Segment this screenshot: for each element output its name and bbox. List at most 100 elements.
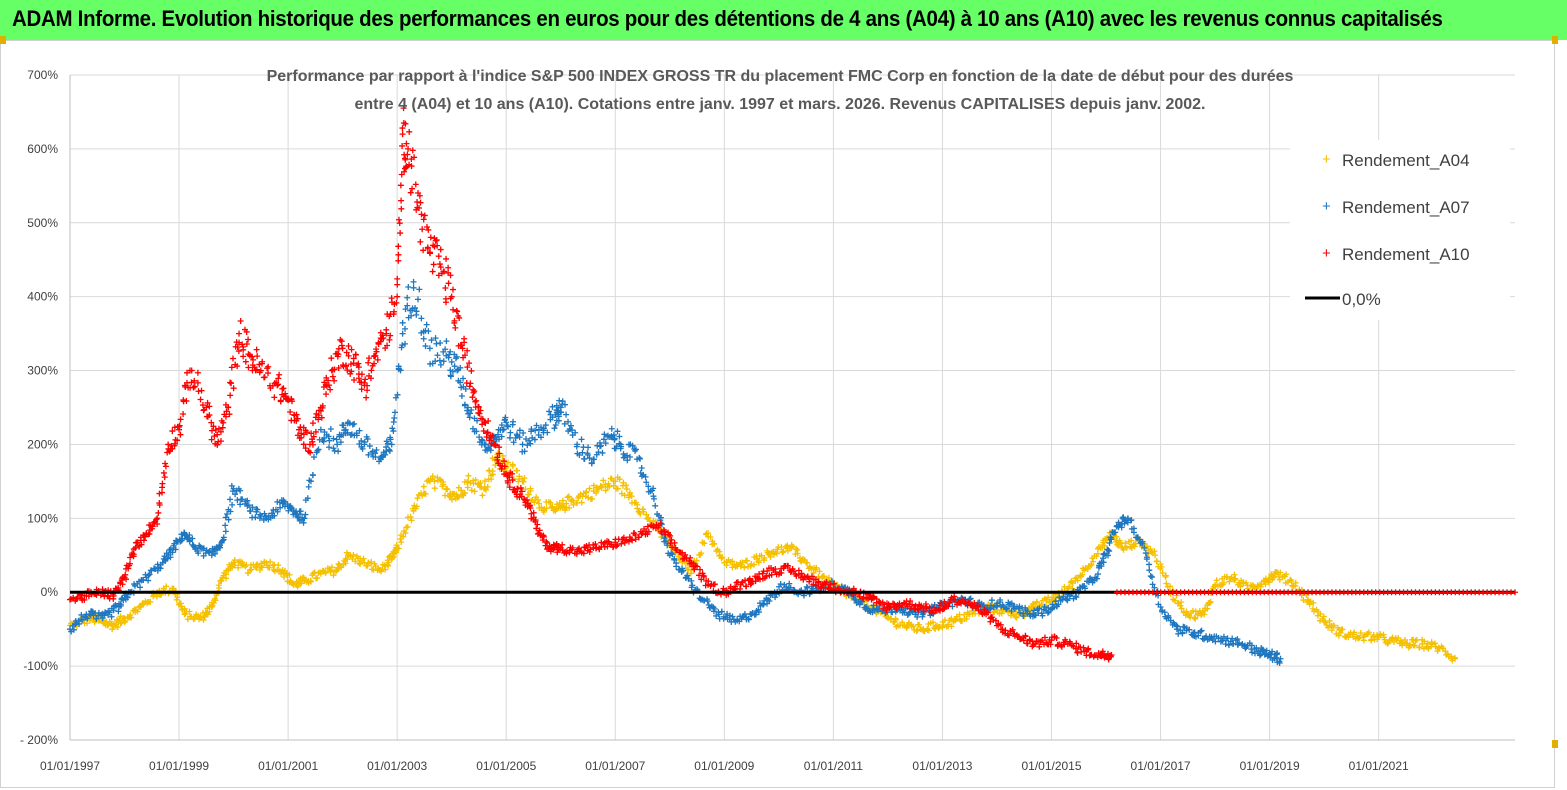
data-point (137, 584, 144, 591)
data-point (84, 615, 91, 622)
data-point (559, 398, 566, 405)
data-point (1113, 533, 1120, 540)
data-point (561, 401, 568, 408)
data-point (358, 386, 365, 393)
data-point (988, 597, 995, 604)
data-point (457, 379, 464, 386)
y-tick-label: 100% (27, 511, 58, 525)
data-point (1153, 558, 1160, 565)
data-point (1040, 606, 1047, 613)
data-point (465, 472, 472, 479)
data-point (761, 555, 768, 562)
data-point (1146, 567, 1153, 574)
data-point (399, 342, 406, 349)
data-point (537, 424, 544, 431)
data-point (1206, 599, 1213, 606)
data-point (243, 341, 250, 348)
data-point (510, 476, 517, 483)
data-point (405, 283, 412, 290)
data-point (449, 368, 456, 375)
data-point (484, 483, 491, 490)
data-point (581, 456, 588, 463)
data-point (537, 434, 544, 441)
data-point (162, 460, 169, 467)
data-point (460, 375, 467, 382)
data-point (127, 611, 134, 618)
data-point (350, 551, 357, 558)
data-point (994, 602, 1001, 609)
x-tick-label: 01/01/2015 (1021, 759, 1081, 773)
data-point (616, 433, 623, 440)
data-point (600, 436, 607, 443)
data-point (640, 508, 647, 515)
data-point (586, 455, 593, 462)
data-point (693, 557, 700, 564)
data-point (1030, 600, 1037, 607)
data-point (183, 397, 190, 404)
data-point (496, 436, 503, 443)
data-point (445, 280, 452, 287)
data-point (567, 422, 574, 429)
chart-title-line-2: entre 4 (A04) et 10 ans (A10). Cotations… (355, 96, 1206, 113)
data-point (509, 477, 516, 484)
data-point (402, 340, 409, 347)
data-point (338, 338, 345, 345)
data-point (1088, 561, 1095, 568)
data-point (636, 454, 643, 461)
data-point (434, 352, 441, 359)
data-point (652, 502, 659, 509)
data-point (395, 243, 402, 250)
data-point (443, 255, 450, 262)
data-point (245, 502, 252, 509)
data-point (479, 437, 486, 444)
data-point (383, 444, 390, 451)
data-point (553, 501, 560, 508)
series-rendement_a07 (67, 278, 1284, 667)
data-point (751, 561, 758, 568)
data-point (600, 477, 607, 484)
data-point (1066, 583, 1073, 590)
data-point (162, 463, 169, 470)
data-point (1204, 605, 1211, 612)
data-point (180, 411, 187, 418)
data-point (330, 445, 337, 452)
data-point (317, 426, 324, 433)
data-point (447, 373, 454, 380)
data-point (1074, 577, 1081, 584)
data-point (344, 556, 351, 563)
data-point (191, 615, 198, 622)
title-banner: ADAM Informe. Evolution historique des p… (0, 0, 1567, 40)
data-point (650, 485, 657, 492)
data-point (200, 616, 207, 623)
data-point (314, 574, 321, 581)
data-point (494, 431, 501, 438)
data-point (104, 622, 111, 629)
data-point (1283, 571, 1290, 578)
data-point (689, 582, 696, 589)
data-point (429, 268, 436, 275)
data-point (453, 353, 460, 360)
data-point (389, 554, 396, 561)
data-point (261, 510, 268, 517)
data-point (348, 346, 355, 353)
data-point (594, 486, 601, 493)
data-point (482, 486, 489, 493)
data-point (1429, 641, 1436, 648)
data-point (914, 614, 921, 621)
data-point (167, 554, 174, 561)
data-point (244, 497, 251, 504)
data-point (261, 374, 268, 381)
data-point (468, 407, 475, 414)
y-tick-label: 400% (27, 290, 58, 304)
data-point (425, 328, 432, 335)
data-point (195, 550, 202, 557)
data-point (222, 571, 229, 578)
data-point (616, 476, 623, 483)
data-point (1157, 561, 1164, 568)
data-point (458, 393, 465, 400)
data-point (430, 261, 437, 268)
data-point (227, 496, 234, 503)
data-point (299, 574, 306, 581)
data-point (504, 422, 511, 429)
data-point (122, 617, 129, 624)
